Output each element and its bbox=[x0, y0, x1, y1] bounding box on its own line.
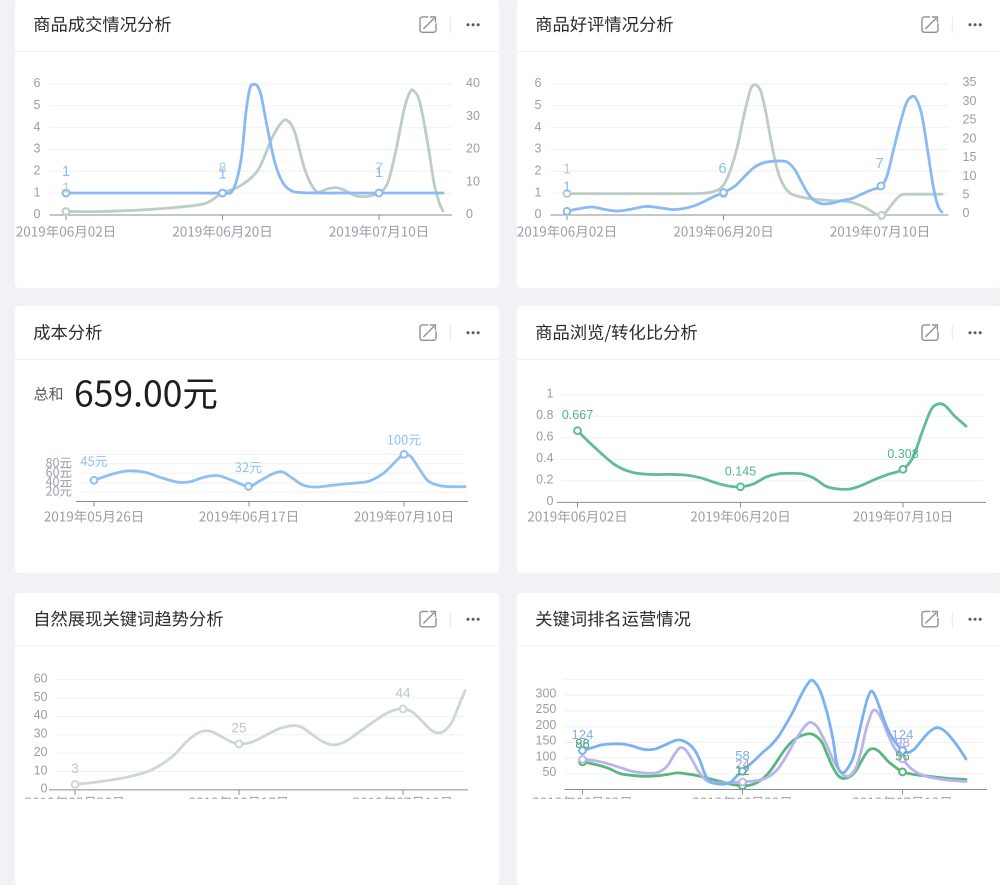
svg-text:2: 2 bbox=[34, 164, 41, 178]
svg-text:1: 1 bbox=[62, 180, 70, 196]
svg-text:2: 2 bbox=[535, 164, 542, 178]
svg-text:6: 6 bbox=[718, 161, 726, 177]
svg-text:3: 3 bbox=[34, 142, 41, 156]
svg-text:0.308: 0.308 bbox=[887, 447, 918, 461]
svg-text:0: 0 bbox=[963, 206, 970, 220]
svg-text:40: 40 bbox=[466, 76, 480, 90]
svg-text:100: 100 bbox=[536, 749, 557, 763]
svg-text:44: 44 bbox=[395, 686, 411, 701]
svg-text:25: 25 bbox=[231, 720, 246, 735]
svg-text:56: 56 bbox=[895, 748, 909, 763]
svg-text:30: 30 bbox=[963, 94, 977, 108]
svg-text:1: 1 bbox=[218, 167, 226, 183]
svg-text:40: 40 bbox=[34, 708, 48, 722]
svg-text:20: 20 bbox=[963, 131, 977, 145]
svg-text:50: 50 bbox=[34, 690, 48, 704]
svg-text:0: 0 bbox=[535, 207, 542, 221]
svg-text:3: 3 bbox=[535, 142, 542, 156]
svg-text:1: 1 bbox=[375, 165, 383, 181]
svg-text:0.145: 0.145 bbox=[725, 464, 756, 478]
svg-text:1: 1 bbox=[62, 164, 70, 180]
svg-text:0: 0 bbox=[41, 782, 48, 796]
svg-text:6: 6 bbox=[34, 76, 41, 90]
svg-text:15: 15 bbox=[963, 150, 977, 164]
svg-text:5: 5 bbox=[535, 98, 542, 112]
svg-text:1: 1 bbox=[547, 386, 554, 400]
svg-text:10: 10 bbox=[466, 174, 480, 188]
svg-text:50: 50 bbox=[542, 765, 556, 779]
svg-text:58: 58 bbox=[735, 748, 749, 763]
svg-text:3: 3 bbox=[71, 761, 79, 776]
svg-text:24: 24 bbox=[735, 756, 749, 771]
svg-text:1: 1 bbox=[563, 179, 571, 195]
svg-text:5: 5 bbox=[34, 98, 41, 112]
svg-text:20: 20 bbox=[466, 142, 480, 156]
svg-text:0.2: 0.2 bbox=[536, 472, 553, 486]
svg-text:7: 7 bbox=[375, 161, 383, 177]
svg-text:0.667: 0.667 bbox=[562, 408, 593, 422]
svg-text:200: 200 bbox=[536, 718, 557, 732]
svg-text:10: 10 bbox=[963, 169, 977, 183]
svg-text:250: 250 bbox=[536, 702, 557, 716]
svg-text:0.6: 0.6 bbox=[536, 429, 553, 443]
svg-text:30: 30 bbox=[466, 109, 480, 123]
svg-text:124: 124 bbox=[572, 727, 594, 742]
svg-text:5: 5 bbox=[963, 187, 970, 201]
svg-text:96: 96 bbox=[575, 736, 589, 751]
svg-text:0.8: 0.8 bbox=[536, 408, 553, 422]
svg-text:60: 60 bbox=[34, 671, 48, 685]
svg-text:124: 124 bbox=[892, 727, 914, 742]
svg-text:1: 1 bbox=[563, 161, 571, 177]
svg-text:0: 0 bbox=[34, 207, 41, 221]
svg-text:20: 20 bbox=[34, 745, 48, 759]
svg-text:300: 300 bbox=[536, 687, 557, 701]
svg-text:150: 150 bbox=[536, 734, 557, 748]
svg-text:12: 12 bbox=[735, 763, 749, 778]
svg-text:8: 8 bbox=[218, 161, 226, 177]
svg-text:1: 1 bbox=[34, 185, 41, 199]
svg-text:35: 35 bbox=[963, 75, 977, 89]
svg-text:0: 0 bbox=[466, 207, 473, 221]
svg-text:1: 1 bbox=[535, 185, 542, 199]
svg-text:98: 98 bbox=[895, 735, 909, 750]
svg-text:4: 4 bbox=[535, 120, 542, 134]
svg-text:7: 7 bbox=[875, 156, 883, 172]
svg-text:30: 30 bbox=[34, 727, 48, 741]
svg-text:88: 88 bbox=[575, 736, 589, 751]
svg-text:0: 0 bbox=[547, 494, 554, 508]
svg-text:0.4: 0.4 bbox=[536, 451, 553, 465]
svg-text:25: 25 bbox=[963, 113, 977, 127]
svg-text:10: 10 bbox=[34, 763, 48, 777]
svg-text:4: 4 bbox=[34, 120, 41, 134]
svg-text:6: 6 bbox=[535, 76, 542, 90]
